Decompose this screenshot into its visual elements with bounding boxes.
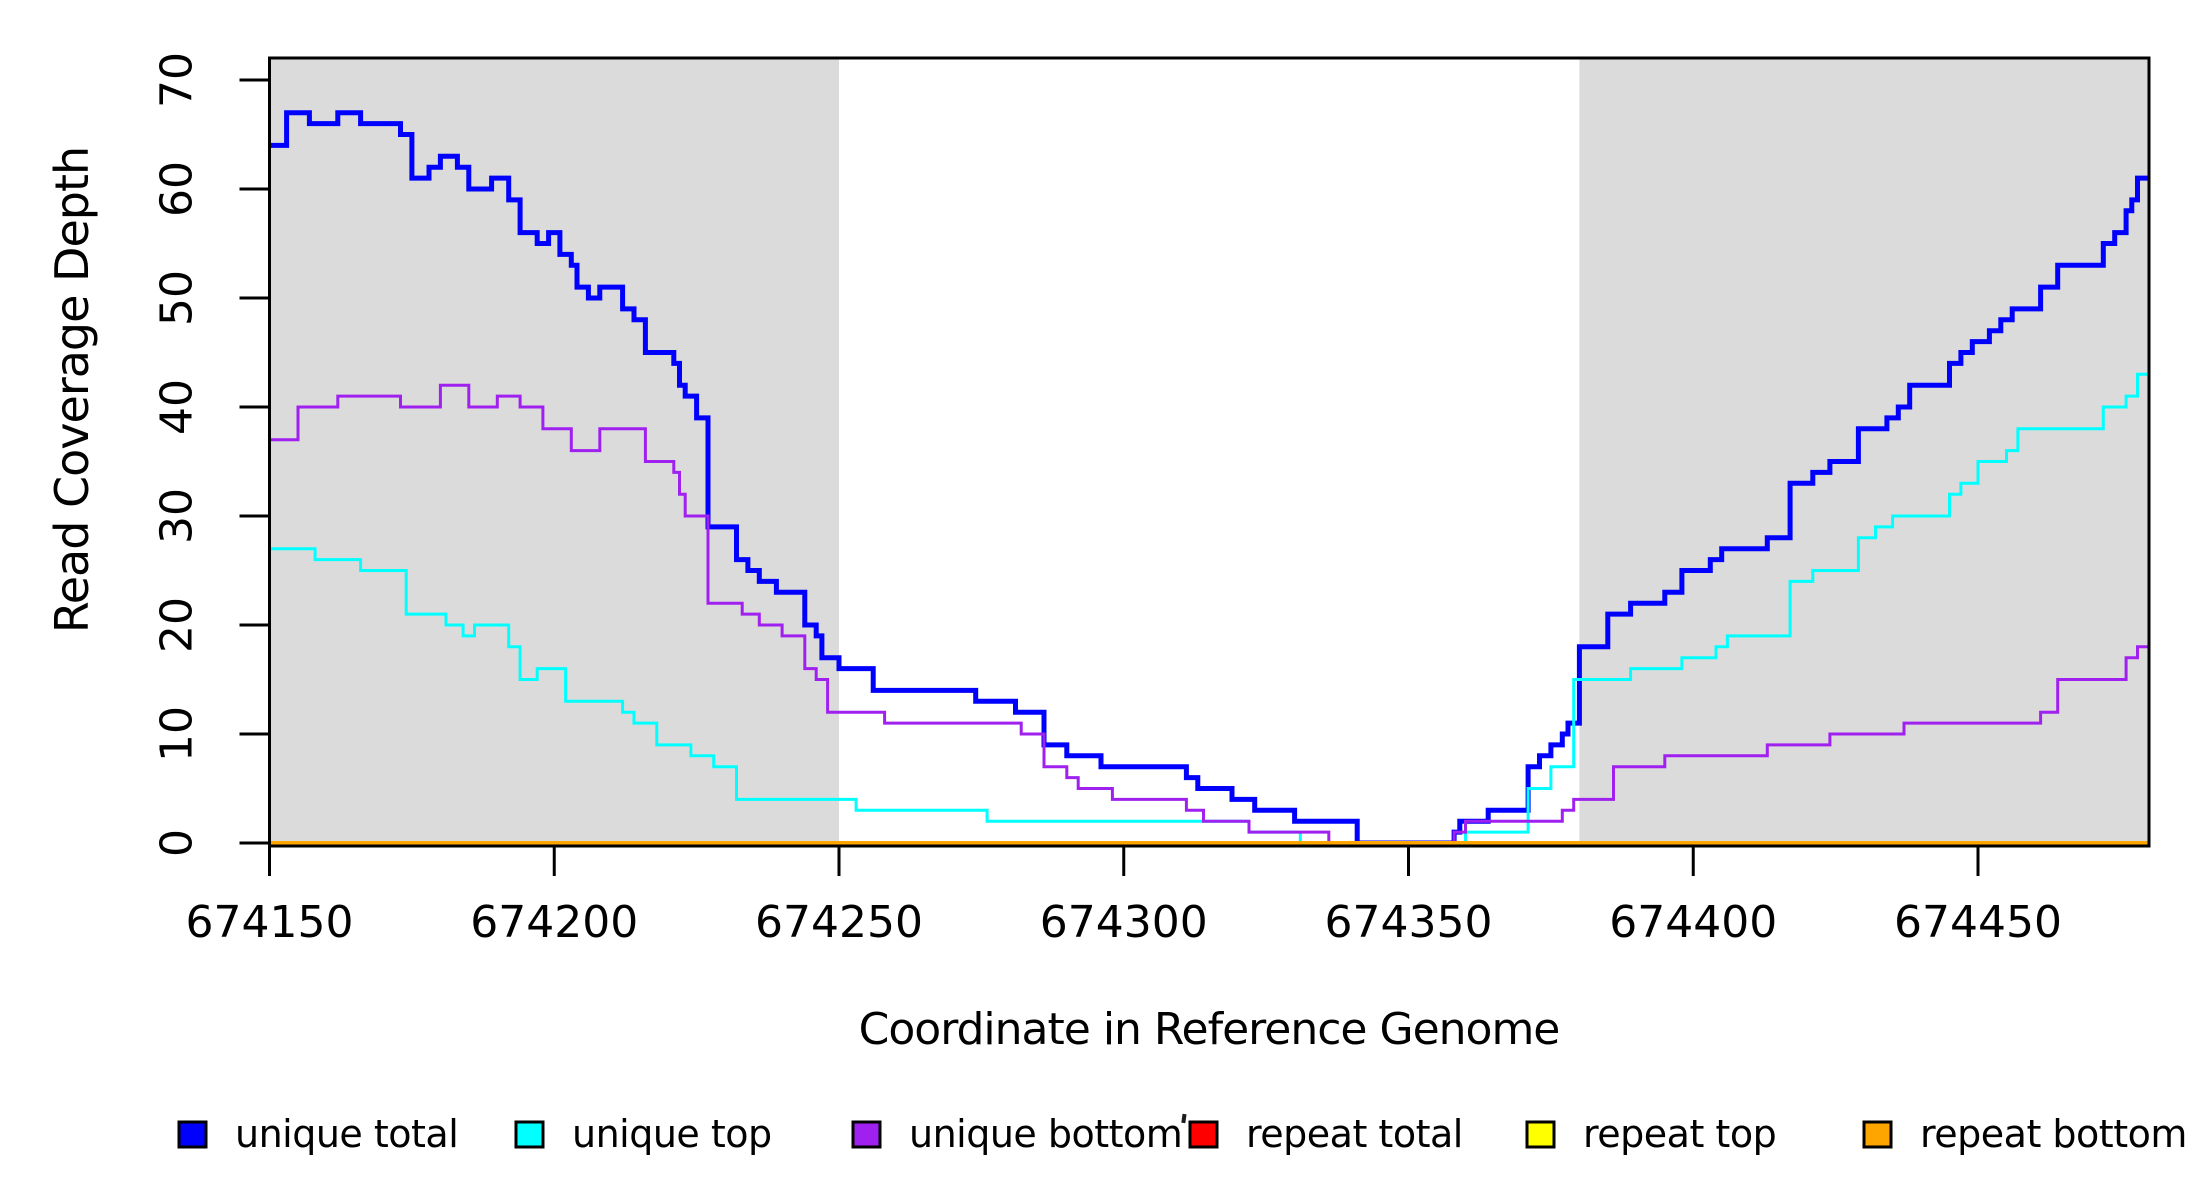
x-axis: 674150 674200 674250 674300 674350 674400 6744… xyxy=(186,846,2062,948)
y-axis: 0 10 20 30 40 50 60 70 xyxy=(152,52,270,857)
legend: unique total unique top unique bottom repea… xyxy=(177,1112,2187,1156)
legend-label: unique total xyxy=(235,1112,458,1156)
legend-label: repeat total xyxy=(1246,1112,1463,1156)
legend-item-unique-total: unique total xyxy=(177,1112,459,1156)
x-tick-label: 674200 xyxy=(470,897,638,948)
stray-mark xyxy=(1181,1113,1187,1124)
legend-item-repeat-bottom: repeat bottom xyxy=(1862,1112,2187,1156)
legend-swatch-repeat-bottom xyxy=(1862,1120,1893,1149)
series-unique-top xyxy=(269,372,2149,845)
legend-item-unique-top: unique top xyxy=(514,1112,772,1156)
x-tick-label: 674450 xyxy=(1894,897,2062,948)
y-tick-label: 30 xyxy=(152,488,203,544)
series-lines xyxy=(269,110,2149,846)
y-tick-label: 10 xyxy=(152,706,203,762)
y-tick-label: 50 xyxy=(152,270,203,326)
legend-label: repeat bottom xyxy=(1920,1112,2187,1156)
y-axis-title: Read Coverage Depth xyxy=(45,147,99,633)
legend-item-repeat-total: repeat total xyxy=(1188,1112,1463,1156)
plot-frame xyxy=(268,56,2151,848)
series-unique-bottom xyxy=(269,383,2149,845)
x-tick-label: 674150 xyxy=(186,897,354,948)
right-shaded-region xyxy=(1579,58,2149,843)
legend-label: repeat top xyxy=(1583,1112,1776,1156)
y-tick-label: 40 xyxy=(152,379,203,435)
y-tick-label: 20 xyxy=(152,597,203,653)
x-tick-label: 674400 xyxy=(1609,897,1777,948)
shaded-regions xyxy=(269,58,2149,843)
x-tick-label: 674250 xyxy=(755,897,923,948)
left-shaded-region xyxy=(269,58,839,843)
y-tick-label: 60 xyxy=(152,161,203,217)
legend-label: unique top xyxy=(572,1112,772,1156)
legend-swatch-unique-bottom xyxy=(851,1120,882,1149)
x-axis-title: Coordinate in Reference Genome xyxy=(859,1004,1560,1055)
y-tick-label: 0 xyxy=(152,829,203,857)
legend-swatch-repeat-top xyxy=(1525,1120,1556,1149)
legend-swatch-repeat-total xyxy=(1188,1120,1219,1149)
legend-label: unique bottom xyxy=(909,1112,1182,1156)
legend-item-unique-bottom: unique bottom xyxy=(851,1112,1183,1156)
x-tick-label: 674350 xyxy=(1325,897,1493,948)
legend-swatch-unique-total xyxy=(177,1120,208,1149)
x-tick-label: 674300 xyxy=(1040,897,1208,948)
legend-item-repeat-top: repeat top xyxy=(1525,1112,1777,1156)
legend-swatch-unique-top xyxy=(514,1120,545,1149)
series-unique-total xyxy=(269,110,2149,846)
y-tick-label: 70 xyxy=(152,52,203,108)
